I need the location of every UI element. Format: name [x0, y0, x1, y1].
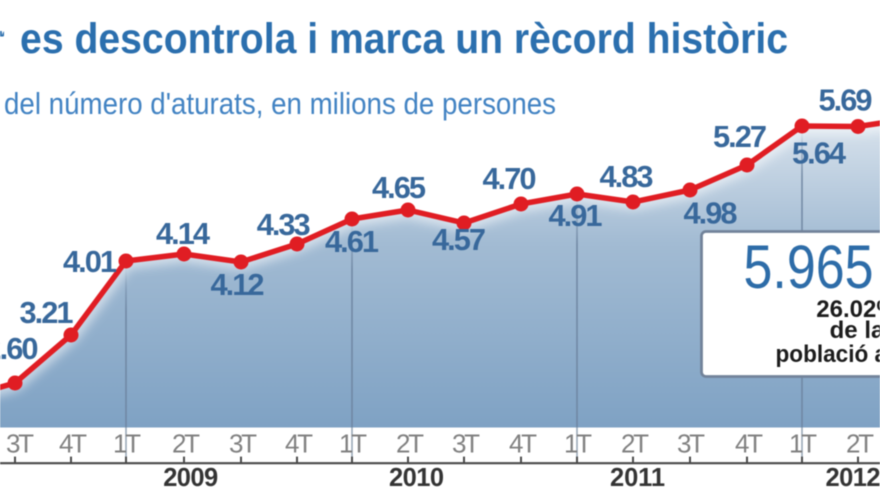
svg-text:4T: 4T	[59, 429, 87, 459]
svg-text:2012: 2012	[826, 464, 880, 492]
svg-text:5.27: 5.27	[713, 119, 767, 154]
svg-text:del número d'aturats, en milio: del número d'aturats, en milions de pers…	[4, 86, 556, 121]
svg-text:5.64: 5.64	[792, 136, 846, 171]
svg-text:3T: 3T	[6, 429, 34, 459]
svg-text:4T: 4T	[285, 429, 313, 459]
svg-text:L'atur es descontrola i marca: L'atur es descontrola i marca un rècord …	[0, 15, 788, 63]
svg-text:1T: 1T	[564, 429, 592, 459]
svg-text:4.91: 4.91	[549, 198, 603, 233]
svg-text:2009: 2009	[163, 464, 218, 492]
svg-text:1T: 1T	[113, 429, 141, 459]
svg-text:4.65: 4.65	[372, 170, 426, 205]
svg-text:4.70: 4.70	[483, 161, 537, 196]
svg-text:2T: 2T	[621, 429, 649, 459]
svg-text:4.12: 4.12	[211, 267, 265, 302]
svg-text:4.61: 4.61	[325, 224, 379, 259]
svg-text:3.21: 3.21	[20, 295, 74, 330]
svg-text:4.01: 4.01	[63, 244, 117, 279]
svg-text:2.60: 2.60	[0, 331, 39, 366]
svg-text:2T: 2T	[172, 429, 200, 459]
svg-text:3T: 3T	[229, 429, 257, 459]
svg-text:2T: 2T	[846, 429, 874, 459]
svg-text:2T: 2T	[396, 429, 424, 459]
svg-text:1T: 1T	[789, 429, 817, 459]
svg-text:3T: 3T	[452, 429, 480, 459]
svg-text:2011: 2011	[610, 464, 665, 492]
svg-text:5.965: 5.965	[744, 233, 874, 302]
svg-text:5.69: 5.69	[819, 83, 873, 118]
svg-text:4.98: 4.98	[684, 196, 738, 231]
svg-text:3T: 3T	[677, 429, 705, 459]
svg-text:4.33: 4.33	[257, 207, 311, 242]
svg-text:1T: 1T	[339, 429, 367, 459]
svg-text:de la: de la	[830, 317, 880, 344]
svg-text:4.57: 4.57	[432, 222, 486, 257]
svg-text:4T: 4T	[509, 429, 537, 459]
svg-text:2010: 2010	[389, 464, 444, 492]
svg-text:població activa: població activa	[776, 341, 880, 368]
svg-text:4T: 4T	[735, 429, 763, 459]
svg-text:26.02%: 26.02%	[816, 296, 880, 323]
svg-text:4.83: 4.83	[600, 159, 654, 194]
svg-text:4.14: 4.14	[156, 216, 210, 251]
